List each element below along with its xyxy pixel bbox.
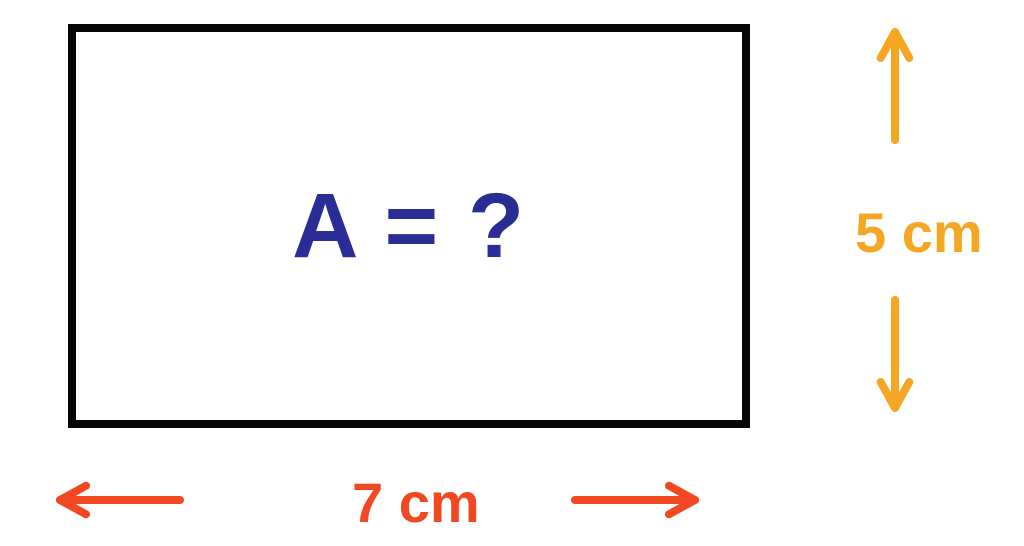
arrow-down-icon	[861, 266, 929, 442]
arrow-left-icon	[26, 466, 214, 534]
width-label: 7 cm	[352, 470, 480, 535]
arrow-up-icon	[861, 0, 929, 174]
arrow-right-icon	[541, 466, 729, 534]
height-label: 5 cm	[855, 200, 983, 265]
area-label: A = ?	[292, 174, 526, 279]
measurement-rectangle: A = ?	[68, 24, 750, 428]
